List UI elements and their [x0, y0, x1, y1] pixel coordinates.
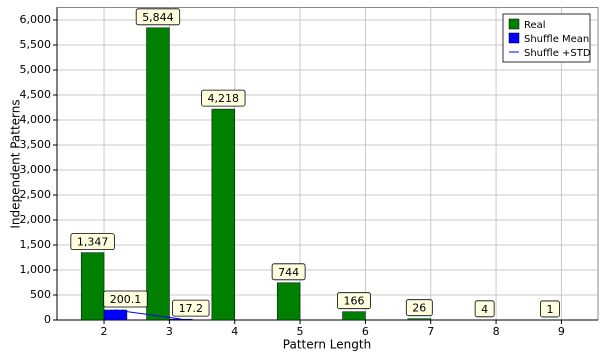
data-label-box [135, 8, 181, 26]
data-label-box [201, 89, 246, 107]
bar [211, 108, 235, 321]
x-tick-label: 8 [493, 325, 500, 338]
data-label-text: 5,844 [142, 11, 174, 24]
data-label-box [540, 300, 560, 318]
y-tick-label: 3,000 [20, 163, 52, 176]
x-axis-label: Pattern Length [283, 338, 371, 352]
y-tick-label: 0 [44, 313, 51, 326]
data-label-text: 1,347 [77, 236, 109, 249]
x-tick-label: 5 [297, 325, 304, 338]
data-label: 26 [405, 299, 433, 317]
data-label-text: 4 [481, 303, 488, 316]
legend-swatch [508, 18, 520, 30]
data-label-box [405, 299, 433, 317]
y-tick-label: 4,000 [20, 113, 52, 126]
std-line [115, 309, 181, 320]
legend-label: Shuffle +STD [524, 48, 591, 59]
data-label-box [103, 290, 148, 308]
data-label: 744 [271, 263, 306, 281]
data-label-text: 200.1 [110, 293, 142, 306]
data-label-text: 1 [546, 303, 553, 316]
data-label-box [70, 233, 115, 251]
y-tick-label: 5,000 [20, 63, 52, 76]
data-label: 1,347 [70, 233, 115, 251]
y-tick-label: 4,500 [20, 88, 52, 101]
y-tick-label: 6,000 [20, 13, 52, 26]
data-label: 166 [337, 292, 371, 310]
data-label-text: 744 [278, 266, 299, 279]
bar [103, 309, 128, 321]
x-tick-label: 6 [362, 325, 369, 338]
data-label: 17.2 [172, 299, 210, 317]
bar [146, 27, 170, 321]
data-label-box [271, 263, 306, 281]
data-label-box [337, 292, 371, 310]
bar [407, 318, 431, 321]
y-tick-label: 1,500 [20, 238, 52, 251]
data-label-text: 166 [343, 295, 364, 308]
bar [342, 311, 366, 321]
x-tick-label: 2 [101, 325, 108, 338]
legend-label: Real [524, 20, 546, 31]
data-label-box [172, 299, 210, 317]
bar [276, 282, 301, 321]
y-axis-label: Independent Patterns [9, 99, 23, 228]
y-tick-label: 2,500 [20, 188, 52, 201]
data-label: 5,844 [135, 8, 181, 26]
data-label-text: 4,218 [208, 92, 240, 105]
data-label-text: 17.2 [179, 302, 204, 315]
x-tick-label: 7 [427, 325, 434, 338]
data-label: 4 [474, 300, 495, 318]
data-label-text: 26 [412, 302, 426, 315]
y-tick-label: 2,000 [20, 213, 52, 226]
y-tick-label: 500 [30, 288, 51, 301]
y-tick-label: 1,000 [20, 263, 52, 276]
x-tick-label: 4 [231, 325, 238, 338]
legend-label: Shuffle Mean [524, 34, 589, 45]
y-tick-label: 3,500 [20, 138, 52, 151]
data-label-box [474, 300, 495, 318]
legend-swatch [508, 32, 520, 44]
x-tick-label: 3 [166, 325, 173, 338]
y-tick-label: 5,500 [20, 38, 52, 51]
data-label: 4,218 [201, 89, 246, 107]
bar [169, 318, 193, 321]
data-label: 200.1 [103, 290, 148, 308]
bar [80, 252, 105, 321]
data-label: 1 [540, 300, 560, 318]
x-tick-label: 9 [558, 325, 565, 338]
